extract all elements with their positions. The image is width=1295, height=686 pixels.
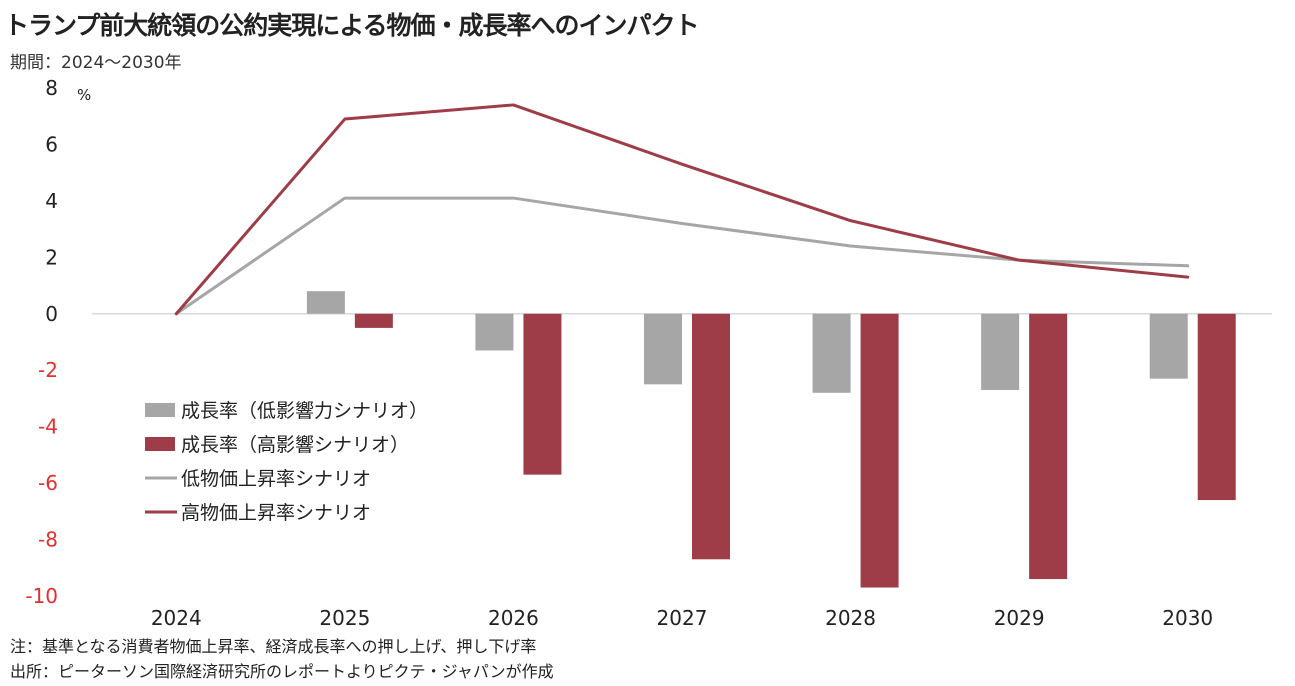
y-tick-label: -2: [38, 358, 58, 382]
series-line: [174, 103, 1190, 316]
y-tick-label: -10: [25, 584, 58, 608]
y-tick-label: 4: [45, 189, 58, 213]
lines-layer: [174, 103, 1190, 316]
bar: [812, 313, 851, 393]
x-tick-label: 2029: [994, 606, 1045, 630]
legend-label: 成長率（低影響力シナリオ）: [181, 400, 428, 422]
x-tick-label: 2028: [825, 606, 876, 630]
y-tick-label: -8: [38, 528, 58, 552]
chart-note: 注：基準となる消費者物価上昇率、経済成長率への押し上げ、押し下げ率: [10, 637, 537, 656]
y-tick-label: 2: [45, 245, 58, 269]
bar: [644, 313, 682, 385]
bar: [354, 313, 393, 328]
chart-source: 出所：ピーターソン国際経済研究所のレポートよりピクテ・ジャパンが作成: [10, 662, 554, 681]
y-tick-label: 8: [45, 76, 58, 100]
y-tick-label: -4: [38, 415, 58, 439]
bar: [860, 313, 899, 588]
y-unit-label: %: [77, 86, 91, 104]
bar: [1197, 313, 1236, 501]
legend: 成長率（低影響力シナリオ） 成長率（高影響シナリオ） 低物価上昇率シナリオ高物価上昇…: [145, 400, 428, 524]
x-tick-label: 2025: [319, 606, 370, 630]
legend-swatch: [145, 437, 175, 451]
legend-swatch: [145, 403, 175, 417]
bar: [1149, 313, 1188, 379]
y-tick-label: 6: [45, 132, 58, 156]
bars-layer: [306, 291, 1236, 588]
bar: [692, 313, 730, 560]
x-tick-label: 2024: [151, 606, 202, 630]
bar: [523, 313, 562, 475]
bar: [475, 313, 514, 351]
bar: [1029, 313, 1068, 580]
legend-label: 高物価上昇率シナリオ: [181, 502, 371, 524]
x-tick-label: 2030: [1162, 606, 1213, 630]
bar: [981, 313, 1020, 390]
x-tick-label: 2027: [657, 606, 708, 630]
chart-title: トランプ前大統領の公約実現による物価・成長率へのインパクト: [4, 11, 700, 40]
chart-subtitle: 期間：2024～2030年: [10, 53, 182, 73]
legend-label: 低物価上昇率シナリオ: [181, 468, 371, 490]
x-tick-label: 2026: [488, 606, 539, 630]
y-tick-label: -6: [38, 471, 58, 495]
bar: [306, 291, 345, 314]
legend-label: 成長率（高影響シナリオ）: [181, 434, 409, 456]
y-tick-label: 0: [45, 302, 58, 326]
